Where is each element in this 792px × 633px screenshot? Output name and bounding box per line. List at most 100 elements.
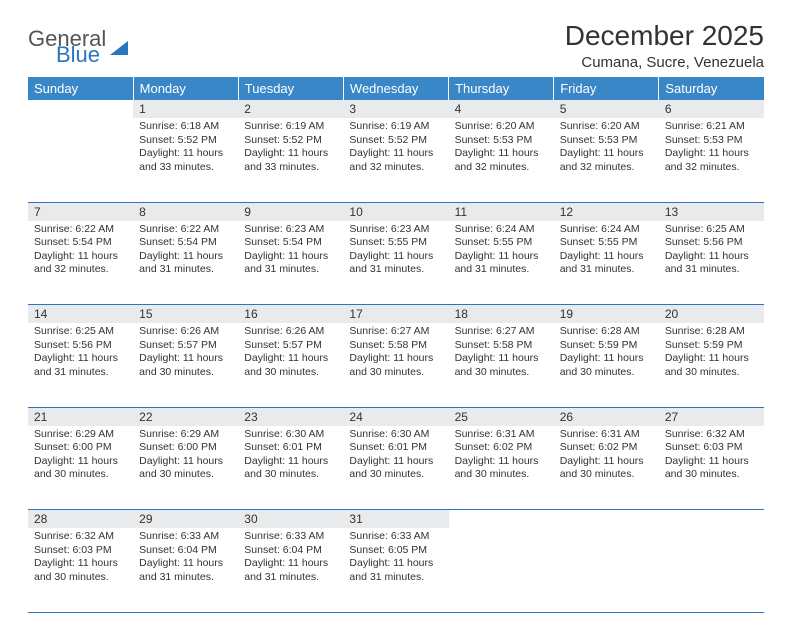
day-number: 27: [659, 407, 764, 426]
day-number: 10: [343, 202, 448, 221]
day-number: 23: [238, 407, 343, 426]
header: General Blue December 2025 Cumana, Sucre…: [28, 20, 764, 71]
daynum-row: 14151617181920: [28, 305, 764, 324]
sunrise-text: Sunrise: 6:26 AM: [139, 325, 232, 339]
sunset-text: Sunset: 5:58 PM: [349, 339, 442, 353]
day-number: 17: [343, 305, 448, 324]
sunrise-text: Sunrise: 6:31 AM: [455, 428, 548, 442]
daylight-text: Daylight: 11 hours and 30 minutes.: [139, 352, 232, 379]
sunset-text: Sunset: 5:54 PM: [139, 236, 232, 250]
sunrise-text: Sunrise: 6:32 AM: [665, 428, 758, 442]
day-cell: [554, 528, 659, 612]
weekday-header: Monday: [133, 77, 238, 100]
sunset-text: Sunset: 6:02 PM: [560, 441, 653, 455]
sunrise-text: Sunrise: 6:19 AM: [349, 120, 442, 134]
day-cell: Sunrise: 6:23 AMSunset: 5:55 PMDaylight:…: [343, 221, 448, 305]
day-cell: Sunrise: 6:33 AMSunset: 6:04 PMDaylight:…: [133, 528, 238, 612]
day-number: [449, 510, 554, 529]
sunrise-text: Sunrise: 6:20 AM: [560, 120, 653, 134]
sunset-text: Sunset: 5:53 PM: [665, 134, 758, 148]
daylight-text: Daylight: 11 hours and 31 minutes.: [560, 250, 653, 277]
sunset-text: Sunset: 5:52 PM: [139, 134, 232, 148]
sunset-text: Sunset: 5:59 PM: [665, 339, 758, 353]
daylight-text: Daylight: 11 hours and 30 minutes.: [34, 557, 127, 584]
daylight-text: Daylight: 11 hours and 32 minutes.: [34, 250, 127, 277]
day-cell: [659, 528, 764, 612]
day-number: 13: [659, 202, 764, 221]
sunset-text: Sunset: 6:03 PM: [34, 544, 127, 558]
sunrise-text: Sunrise: 6:29 AM: [34, 428, 127, 442]
day-cell: Sunrise: 6:23 AMSunset: 5:54 PMDaylight:…: [238, 221, 343, 305]
location: Cumana, Sucre, Venezuela: [565, 54, 764, 71]
sunrise-text: Sunrise: 6:33 AM: [244, 530, 337, 544]
weekday-header: Friday: [554, 77, 659, 100]
day-cell: Sunrise: 6:28 AMSunset: 5:59 PMDaylight:…: [554, 323, 659, 407]
sunrise-text: Sunrise: 6:31 AM: [560, 428, 653, 442]
day-cell: [28, 118, 133, 202]
month-title: December 2025: [565, 20, 764, 52]
day-cell: Sunrise: 6:20 AMSunset: 5:53 PMDaylight:…: [449, 118, 554, 202]
day-cell: Sunrise: 6:26 AMSunset: 5:57 PMDaylight:…: [238, 323, 343, 407]
day-number: [554, 510, 659, 529]
daylight-text: Daylight: 11 hours and 30 minutes.: [455, 352, 548, 379]
day-number: 26: [554, 407, 659, 426]
day-number: 16: [238, 305, 343, 324]
daylight-text: Daylight: 11 hours and 31 minutes.: [349, 250, 442, 277]
sunrise-text: Sunrise: 6:28 AM: [665, 325, 758, 339]
daylight-text: Daylight: 11 hours and 33 minutes.: [244, 147, 337, 174]
daylight-text: Daylight: 11 hours and 31 minutes.: [349, 557, 442, 584]
day-cell: Sunrise: 6:24 AMSunset: 5:55 PMDaylight:…: [554, 221, 659, 305]
day-number: 20: [659, 305, 764, 324]
sunrise-text: Sunrise: 6:32 AM: [34, 530, 127, 544]
daylight-text: Daylight: 11 hours and 30 minutes.: [560, 352, 653, 379]
day-number: 14: [28, 305, 133, 324]
daylight-text: Daylight: 11 hours and 30 minutes.: [139, 455, 232, 482]
day-number: 19: [554, 305, 659, 324]
calendar-table: Sunday Monday Tuesday Wednesday Thursday…: [28, 77, 764, 613]
sunset-text: Sunset: 6:00 PM: [34, 441, 127, 455]
daylight-text: Daylight: 11 hours and 30 minutes.: [34, 455, 127, 482]
day-number: 15: [133, 305, 238, 324]
day-number: 1: [133, 100, 238, 118]
day-number: 9: [238, 202, 343, 221]
day-cell: Sunrise: 6:24 AMSunset: 5:55 PMDaylight:…: [449, 221, 554, 305]
content-row: Sunrise: 6:29 AMSunset: 6:00 PMDaylight:…: [28, 426, 764, 510]
day-number: 29: [133, 510, 238, 529]
day-cell: Sunrise: 6:32 AMSunset: 6:03 PMDaylight:…: [659, 426, 764, 510]
weekday-header: Wednesday: [343, 77, 448, 100]
day-cell: Sunrise: 6:30 AMSunset: 6:01 PMDaylight:…: [238, 426, 343, 510]
daylight-text: Daylight: 11 hours and 31 minutes.: [34, 352, 127, 379]
day-cell: Sunrise: 6:27 AMSunset: 5:58 PMDaylight:…: [343, 323, 448, 407]
day-number: 30: [238, 510, 343, 529]
sunset-text: Sunset: 5:55 PM: [560, 236, 653, 250]
day-cell: [449, 528, 554, 612]
weekday-header: Sunday: [28, 77, 133, 100]
day-number: 7: [28, 202, 133, 221]
sunset-text: Sunset: 5:55 PM: [455, 236, 548, 250]
sunset-text: Sunset: 6:01 PM: [244, 441, 337, 455]
daylight-text: Daylight: 11 hours and 30 minutes.: [560, 455, 653, 482]
sunrise-text: Sunrise: 6:30 AM: [244, 428, 337, 442]
day-number: 3: [343, 100, 448, 118]
day-number: 6: [659, 100, 764, 118]
daylight-text: Daylight: 11 hours and 30 minutes.: [665, 352, 758, 379]
sunrise-text: Sunrise: 6:27 AM: [455, 325, 548, 339]
day-cell: Sunrise: 6:18 AMSunset: 5:52 PMDaylight:…: [133, 118, 238, 202]
daynum-row: 21222324252627: [28, 407, 764, 426]
content-row: Sunrise: 6:22 AM Sunset: 5:54 PM Daylight:…: [28, 221, 764, 305]
sunset-text: Sunset: 5:58 PM: [455, 339, 548, 353]
daylight-text: Daylight: 11 hours and 32 minutes.: [560, 147, 653, 174]
sunrise-text: Sunrise: 6:19 AM: [244, 120, 337, 134]
day-cell: Sunrise: 6:27 AMSunset: 5:58 PMDaylight:…: [449, 323, 554, 407]
sunrise-text: Sunrise: 6:22 AM: [34, 223, 127, 237]
day-number: 5: [554, 100, 659, 118]
sunset-text: Sunset: 5:54 PM: [244, 236, 337, 250]
sunrise-text: Sunrise: 6:33 AM: [349, 530, 442, 544]
daylight-text: Daylight: 11 hours and 30 minutes.: [244, 455, 337, 482]
sunset-text: Sunset: 6:00 PM: [139, 441, 232, 455]
daynum-row: 123456: [28, 100, 764, 118]
day-number: 2: [238, 100, 343, 118]
day-number: 12: [554, 202, 659, 221]
day-cell: Sunrise: 6:30 AMSunset: 6:01 PMDaylight:…: [343, 426, 448, 510]
day-cell: Sunrise: 6:25 AMSunset: 5:56 PMDaylight:…: [659, 221, 764, 305]
